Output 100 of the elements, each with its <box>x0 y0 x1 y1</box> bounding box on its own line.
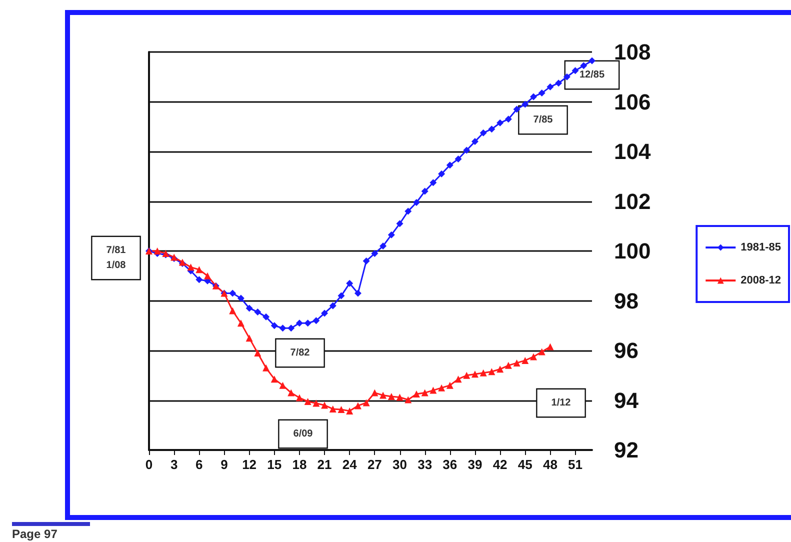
point <box>187 264 194 271</box>
point <box>380 392 387 399</box>
point <box>488 126 496 133</box>
point <box>354 290 362 297</box>
x-tick-label: 33 <box>418 457 432 472</box>
annotation: 12/85 <box>579 70 605 80</box>
point <box>530 93 537 100</box>
y-tick-label: 104 <box>614 139 652 164</box>
legend-label: 2008-12 <box>740 274 782 286</box>
y-tick-label: 102 <box>614 188 651 214</box>
point <box>329 302 336 310</box>
point <box>279 382 286 389</box>
point <box>522 100 529 108</box>
x-tick-label: 48 <box>542 457 558 472</box>
point <box>430 179 437 186</box>
point <box>471 138 478 146</box>
point <box>480 369 487 376</box>
point <box>229 290 236 297</box>
point <box>522 356 529 364</box>
point <box>463 372 470 379</box>
point <box>279 324 286 332</box>
point <box>438 384 446 392</box>
point <box>254 349 262 356</box>
point <box>329 405 336 412</box>
point <box>296 394 303 402</box>
point <box>488 368 496 376</box>
y-tick-label: 100 <box>614 238 651 264</box>
point <box>572 67 579 74</box>
y-tick-label: 108 <box>614 40 651 64</box>
point <box>446 162 454 169</box>
point <box>404 208 412 215</box>
point <box>246 304 253 312</box>
point <box>338 406 345 413</box>
point <box>446 382 454 389</box>
point <box>321 402 328 409</box>
point <box>463 146 470 154</box>
point <box>270 322 278 330</box>
point <box>304 398 312 405</box>
point <box>362 399 370 406</box>
point <box>404 396 412 404</box>
point <box>288 389 295 396</box>
x-tick-label: 39 <box>468 457 482 472</box>
point <box>580 62 588 70</box>
point <box>546 83 554 90</box>
point <box>496 366 504 373</box>
x-tick-label: 51 <box>568 457 583 472</box>
point <box>204 272 212 280</box>
text: 7/81 1/08 <box>106 245 126 271</box>
point <box>262 313 270 320</box>
point <box>438 170 446 178</box>
point <box>388 393 395 400</box>
x-tick-label: 0 <box>145 457 153 472</box>
annotation: 6/09 <box>293 428 314 440</box>
y-tick-label: 92 <box>614 438 638 462</box>
point <box>496 119 504 126</box>
point <box>380 242 387 250</box>
point <box>471 370 478 378</box>
point <box>237 294 244 302</box>
point <box>304 320 312 327</box>
x-tick-label: 15 <box>267 457 282 472</box>
annotation: 7/82 <box>290 348 310 358</box>
point <box>538 90 546 97</box>
point <box>388 231 395 238</box>
point <box>262 364 270 372</box>
x-tick-label: 45 <box>518 457 532 472</box>
point <box>246 334 253 342</box>
y-tick-label: 106 <box>614 89 651 114</box>
x-tick-label: 3 <box>170 457 178 472</box>
point <box>396 220 404 228</box>
point <box>338 292 345 300</box>
x-tick-label: 21 <box>317 457 332 472</box>
point <box>396 394 404 401</box>
x-tick-label: 9 <box>220 457 228 472</box>
y-tick-label: 94 <box>614 388 640 413</box>
x-tick-label: 27 <box>367 457 382 472</box>
x-tick-label: 30 <box>392 457 407 472</box>
point <box>270 376 278 383</box>
point <box>454 155 462 162</box>
point <box>254 308 262 316</box>
x-tick-label: 36 <box>442 457 458 472</box>
point <box>362 257 370 264</box>
x-tick-label: 6 <box>196 457 203 472</box>
point <box>196 266 203 274</box>
point <box>430 386 437 394</box>
point <box>504 362 512 369</box>
point <box>421 188 428 195</box>
annotation: 7/85 <box>533 114 554 126</box>
point <box>421 389 428 396</box>
point <box>371 389 378 396</box>
y-tick-label: 96 <box>614 338 638 363</box>
point <box>229 307 236 314</box>
point <box>312 400 320 407</box>
x-tick-label: 18 <box>292 457 307 472</box>
point <box>196 276 203 284</box>
text: Page 97 <box>12 522 90 541</box>
point <box>296 320 303 327</box>
point <box>480 129 487 136</box>
point <box>346 280 354 287</box>
point <box>354 402 362 410</box>
x-tick-label: 42 <box>492 457 508 472</box>
